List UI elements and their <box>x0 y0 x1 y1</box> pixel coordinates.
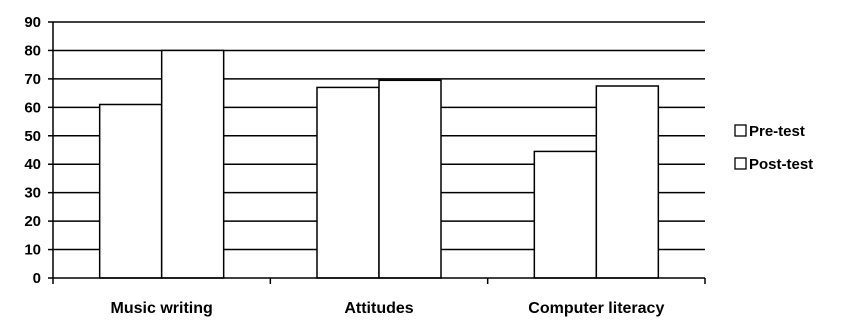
x-category-label: Music writing <box>111 300 213 317</box>
legend-swatch-pre-test <box>734 124 747 137</box>
x-category-label: Computer literacy <box>528 300 664 317</box>
y-tick-label: 60 <box>24 99 41 116</box>
y-tick-label: 30 <box>24 185 41 202</box>
y-tick-label: 20 <box>24 213 41 230</box>
y-tick-label: 10 <box>24 242 41 259</box>
bar-post-test-3 <box>595 85 660 279</box>
y-tick-label: 0 <box>33 270 41 287</box>
bar-pre-test-1 <box>98 103 163 279</box>
x-category-labels: Music writing Attitudes Computer literacy <box>111 300 665 317</box>
legend-swatch-post-test <box>734 157 747 170</box>
legend-label: Pre-test <box>749 123 805 140</box>
bar-pre-test-2 <box>316 86 380 279</box>
y-tick-label: 40 <box>24 156 41 173</box>
bar-post-test-2 <box>378 79 442 279</box>
legend-label: Post-test <box>749 156 813 173</box>
bar-post-test-1 <box>160 49 225 279</box>
y-tick-labels: 0 10 20 30 40 50 60 70 80 90 <box>24 14 41 287</box>
y-tick-label: 90 <box>24 14 41 31</box>
legend: Pre-test Post-test <box>721 114 841 189</box>
bar-pre-test-3 <box>533 150 598 279</box>
x-category-label: Attitudes <box>344 300 413 317</box>
y-tick-label: 50 <box>24 128 41 145</box>
y-tick-label: 70 <box>24 71 41 88</box>
axes <box>48 21 706 284</box>
y-tick-label: 80 <box>24 42 41 59</box>
bars <box>98 49 660 279</box>
